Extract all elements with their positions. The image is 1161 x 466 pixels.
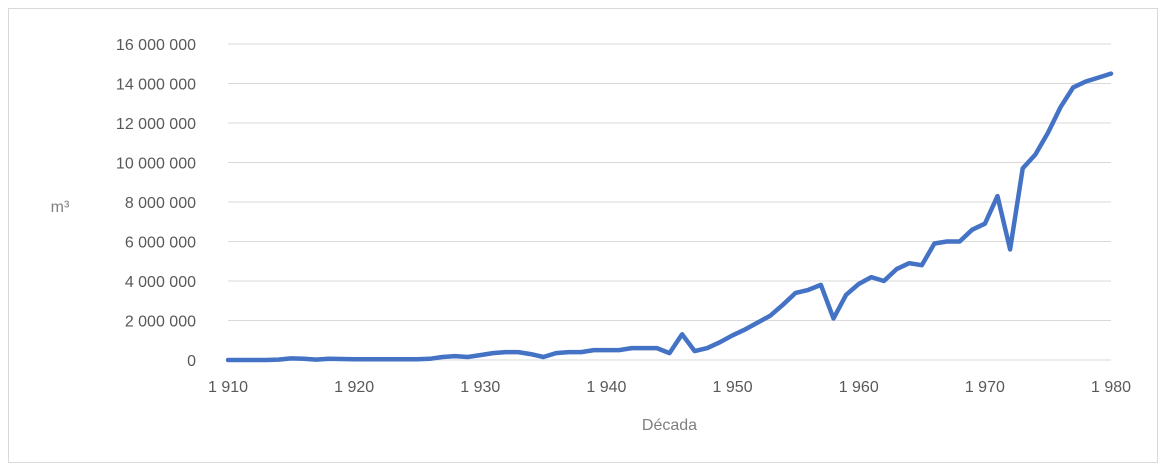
x-tick-label: 1 950 xyxy=(713,379,753,396)
y-tick-label: 6 000 000 xyxy=(125,235,196,252)
y-tick-label: 8 000 000 xyxy=(125,195,196,212)
series-line xyxy=(225,71,1114,363)
y-tick-label: 16 000 000 xyxy=(116,37,196,54)
y-tick-label: 14 000 000 xyxy=(116,77,196,94)
y-tick-label: 0 xyxy=(187,353,196,370)
x-tick-label: 1 910 xyxy=(208,379,248,396)
x-axis-title: Década xyxy=(642,417,697,434)
y-tick-label: 10 000 000 xyxy=(116,156,196,173)
x-tick-label: 1 960 xyxy=(839,379,879,396)
x-tick-label: 1 940 xyxy=(586,379,626,396)
x-tick-label: 1 920 xyxy=(334,379,374,396)
y-axis-tick-labels: 0 2 000 000 4 000 000 6 000 000 8 000 000 10 … xyxy=(116,37,196,370)
y-tick-label: 12 000 000 xyxy=(116,116,196,133)
x-tick-label: 1 970 xyxy=(965,379,1005,396)
x-tick-label: 1 930 xyxy=(460,379,500,396)
gridlines xyxy=(228,43,1111,321)
x-tick-label: 1 980 xyxy=(1091,379,1131,396)
y-tick-label: 4 000 000 xyxy=(125,274,196,291)
y-tick-label: 2 000 000 xyxy=(125,314,196,331)
x-axis-tick-labels: 1 910 1 920 1 930 1 940 1 950 1 960 1 970 1 980 xyxy=(208,379,1131,396)
y-axis-title: m³ xyxy=(51,199,70,216)
